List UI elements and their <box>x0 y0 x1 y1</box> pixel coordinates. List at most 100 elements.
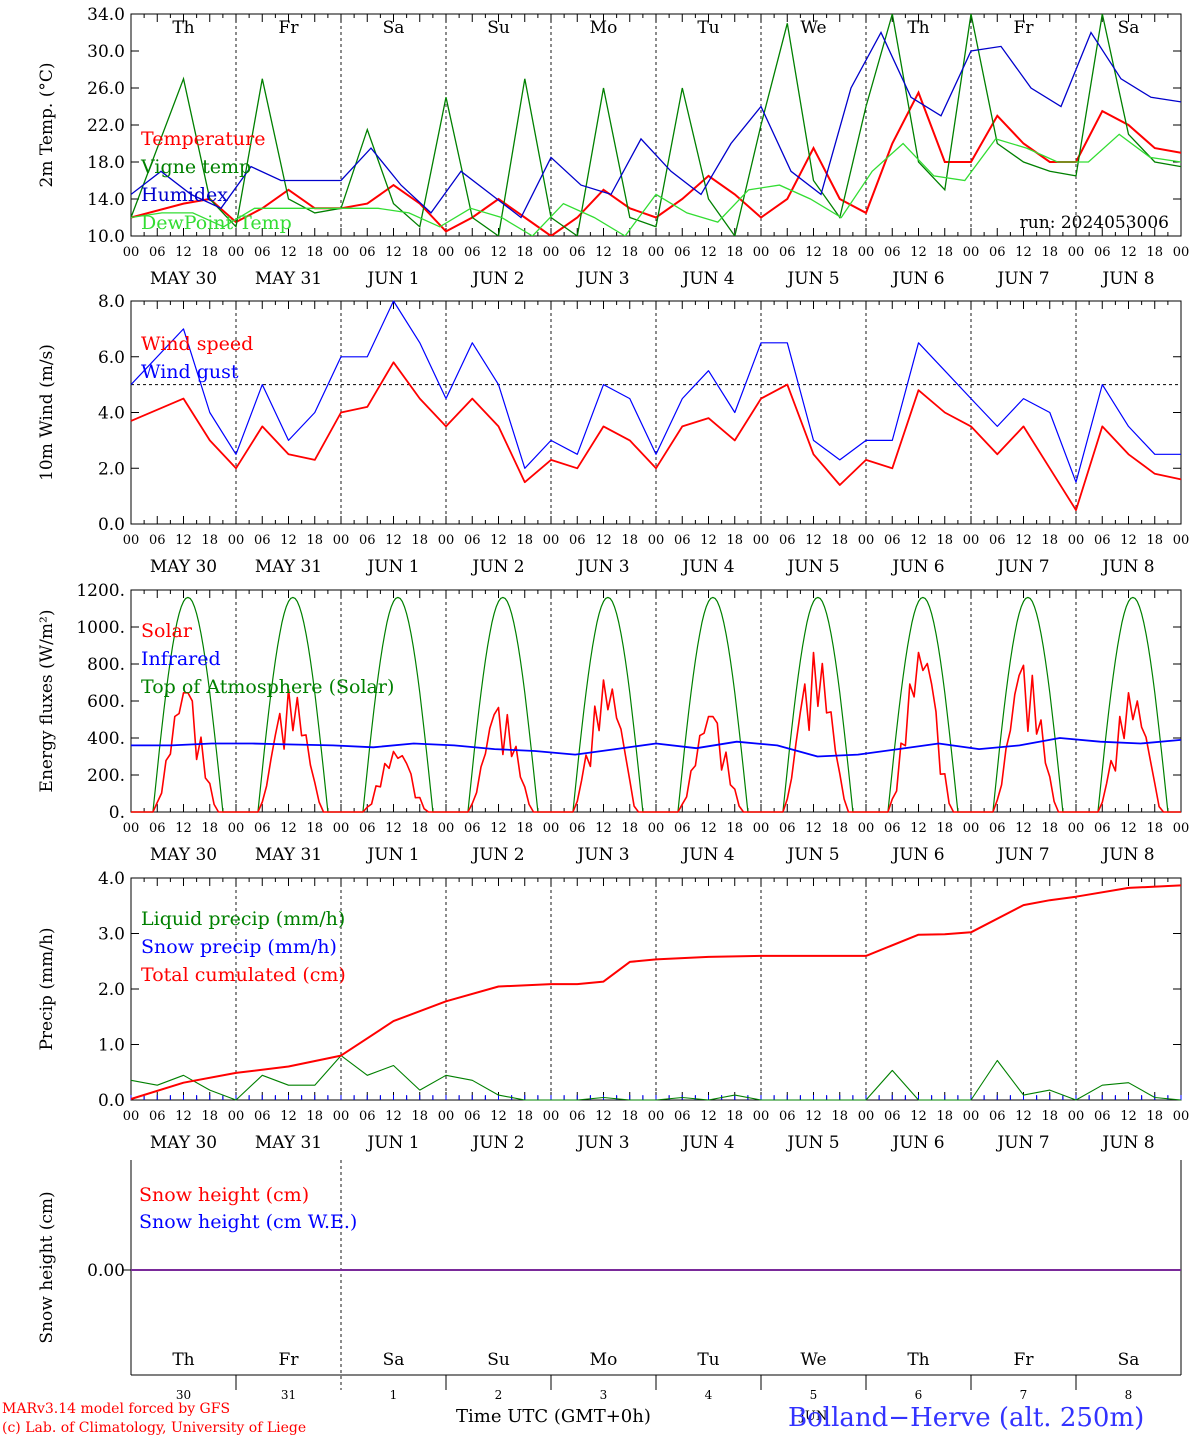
x-hour-label: 00 <box>333 533 350 548</box>
x-date-label: JUN 5 <box>785 845 839 865</box>
x-hour-label: 00 <box>333 245 350 260</box>
x-hour-label: 00 <box>648 821 665 836</box>
x-hour-label: 00 <box>753 821 770 836</box>
y-axis-label: Energy fluxes (W/m²) <box>37 610 57 793</box>
x-hour-label: 06 <box>779 821 796 836</box>
series-line-liquid-precip <box>130 1055 1182 1101</box>
legend-item: Infrared <box>141 648 221 670</box>
x-hour-label: 12 <box>700 533 717 548</box>
legend-item: Snow height (cm) <box>139 1184 309 1206</box>
y-tick-label: 14.0 <box>87 190 125 210</box>
x-date-label: MAY 31 <box>255 1133 322 1153</box>
x-hour-label: 18 <box>621 821 638 836</box>
x-hour-label: 06 <box>1094 245 1111 260</box>
x-hour-label: 00 <box>438 245 455 260</box>
series-line-wind-speed <box>130 361 1182 512</box>
x-hour-label: 00 <box>438 533 455 548</box>
x-hour-label: 18 <box>516 533 533 548</box>
x-hour-label: 18 <box>1041 245 1058 260</box>
x-hour-label: 18 <box>831 821 848 836</box>
x-date-label: JUN 1 <box>365 557 419 577</box>
x-hour-label: 06 <box>149 245 166 260</box>
x-hour-label: 00 <box>648 533 665 548</box>
x-date-label: MAY 31 <box>255 269 322 289</box>
x-hour-label: 12 <box>1015 533 1032 548</box>
y-tick-label: 0.0 <box>98 515 125 535</box>
y-tick-label: 8.0 <box>98 292 125 312</box>
x-hour-label: 00 <box>1068 821 1085 836</box>
panel-2 <box>130 589 1182 813</box>
y-tick-label: 34.0 <box>87 5 125 25</box>
y-tick-label: 4.0 <box>98 404 125 424</box>
x-hour-label: 12 <box>280 1109 297 1124</box>
x-hour-label: 00 <box>963 245 980 260</box>
x-hour-label: 00 <box>123 533 140 548</box>
y-tick-label: 4.0 <box>98 869 125 889</box>
x-hour-label: 12 <box>595 533 612 548</box>
series-line-dewpoint-temp <box>131 133 1181 236</box>
x-hour-label: 06 <box>674 1109 691 1124</box>
x-hour-label: 18 <box>411 1109 428 1124</box>
day-label-bottom: Fr <box>1014 1350 1035 1370</box>
y-axis-label: 2m Temp. (°C) <box>37 62 57 187</box>
x-hour-label: 06 <box>254 1109 271 1124</box>
y-tick-label: 0. <box>109 803 125 823</box>
x-hour-label: 00 <box>1068 245 1085 260</box>
x-hour-label: 12 <box>385 245 402 260</box>
date-label-bottom: 31 <box>281 1388 296 1402</box>
panel-1 <box>130 300 1182 525</box>
y-tick-label: 3.0 <box>98 925 125 945</box>
x-hour-label: 06 <box>884 533 901 548</box>
x-hour-label: 18 <box>1146 821 1163 836</box>
y-tick-label: 1200. <box>76 581 125 601</box>
x-hour-label: 06 <box>569 533 586 548</box>
x-hour-label: 12 <box>490 821 507 836</box>
x-hour-label: 06 <box>254 533 271 548</box>
x-hour-label: 06 <box>464 1109 481 1124</box>
x-date-label: JUN 1 <box>365 269 419 289</box>
x-hour-label: 00 <box>123 821 140 836</box>
x-hour-label: 00 <box>543 1109 560 1124</box>
x-hour-label: 18 <box>306 821 323 836</box>
x-hour-label: 00 <box>648 1109 665 1124</box>
x-hour-label: 00 <box>228 245 245 260</box>
footer-credit-line1: MARv3.14 model forced by GFS <box>2 1401 231 1417</box>
x-date-label: JUN 5 <box>785 269 839 289</box>
day-label-bottom: Sa <box>1118 1350 1140 1370</box>
month-label-bottom: JUN <box>798 1409 828 1424</box>
x-hour-label: 06 <box>359 1109 376 1124</box>
x-hour-label: 06 <box>464 533 481 548</box>
series-line-solar <box>131 651 1181 813</box>
x-hour-label: 00 <box>1173 245 1190 260</box>
x-hour-label: 18 <box>411 821 428 836</box>
x-hour-label: 12 <box>910 245 927 260</box>
x-hour-label: 00 <box>1173 533 1190 548</box>
legend-item: Snow height (cm W.E.) <box>139 1211 357 1233</box>
x-hour-label: 06 <box>359 245 376 260</box>
y-tick-label: 600. <box>87 692 125 712</box>
x-hour-label: 18 <box>306 533 323 548</box>
day-label-bottom: Mo <box>590 1350 618 1370</box>
x-hour-label: 18 <box>306 245 323 260</box>
footer-credit-line2: (c) Lab. of Climatology, University of L… <box>2 1420 307 1436</box>
y-tick-label: 400. <box>87 729 125 749</box>
y-tick-label: 30.0 <box>87 42 125 62</box>
x-hour-label: 18 <box>1146 533 1163 548</box>
x-hour-label: 18 <box>1041 533 1058 548</box>
x-hour-label: 06 <box>254 245 271 260</box>
x-date-label: JUN 4 <box>680 1133 734 1153</box>
x-hour-label: 00 <box>1068 533 1085 548</box>
x-hour-label: 00 <box>753 1109 770 1124</box>
x-date-label: MAY 30 <box>150 1133 217 1153</box>
x-hour-label: 12 <box>175 533 192 548</box>
x-hour-label: 18 <box>516 1109 533 1124</box>
x-hour-label: 18 <box>1146 1109 1163 1124</box>
x-hour-label: 00 <box>123 245 140 260</box>
x-hour-label: 00 <box>963 821 980 836</box>
x-hour-label: 12 <box>1015 821 1032 836</box>
x-date-label: JUN 4 <box>680 557 734 577</box>
x-hour-label: 00 <box>228 821 245 836</box>
x-hour-label: 18 <box>936 245 953 260</box>
x-hour-label: 06 <box>779 533 796 548</box>
legend-item: Snow precip (mm/h) <box>141 936 337 958</box>
